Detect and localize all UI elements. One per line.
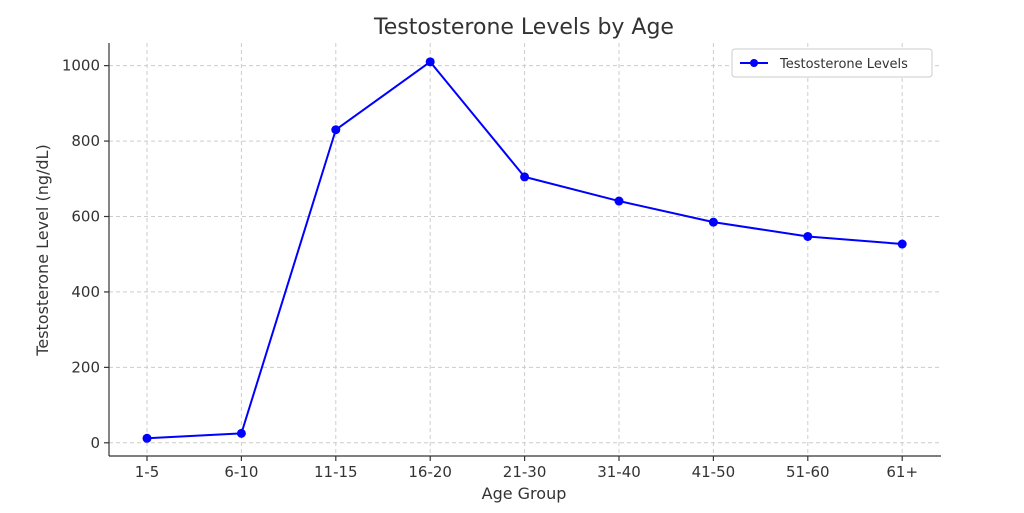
data-point <box>236 428 246 438</box>
y-tick-label: 800 <box>71 132 100 150</box>
grid <box>109 43 941 456</box>
legend-label: Testosterone Levels <box>779 57 908 72</box>
chart-title: Testosterone Levels by Age <box>373 15 674 40</box>
x-tick-label: 41-50 <box>692 463 736 481</box>
data-point <box>614 196 624 206</box>
legend-box <box>731 48 933 78</box>
y-tick-label: 400 <box>71 283 100 301</box>
data-point <box>897 239 907 249</box>
x-tick-label: 6-10 <box>224 463 258 481</box>
data-point <box>425 57 435 67</box>
x-tick-label: 51-60 <box>786 463 830 481</box>
y-tick-label: 600 <box>71 207 100 225</box>
axes: 1-5 6-10 11-15 16-20 21-30 31-40 41-50 51-60 61+… <box>62 43 941 481</box>
y-axis-label: Testosterone Level (ng/dL) <box>33 144 52 356</box>
data-point <box>708 217 718 227</box>
series-layer <box>142 57 907 443</box>
y-tick-label: 0 <box>90 434 100 452</box>
x-tick-label: 16-20 <box>408 463 452 481</box>
x-tick-label: 1-5 <box>135 463 160 481</box>
y-tick-label: 200 <box>71 358 100 376</box>
data-point <box>142 433 152 443</box>
x-tick-label: 61+ <box>886 463 918 481</box>
data-point <box>331 125 341 135</box>
legend: Testosterone Levels <box>731 48 933 78</box>
y-tick-label: 1000 <box>62 57 100 75</box>
x-tick-label: 21-30 <box>503 463 547 481</box>
data-point <box>520 172 530 182</box>
x-tick-label: 31-40 <box>597 463 641 481</box>
x-axis-label: Age Group <box>482 484 567 503</box>
data-point <box>803 231 813 241</box>
legend-point-marker <box>750 59 758 67</box>
x-tick-label: 11-15 <box>314 463 358 481</box>
